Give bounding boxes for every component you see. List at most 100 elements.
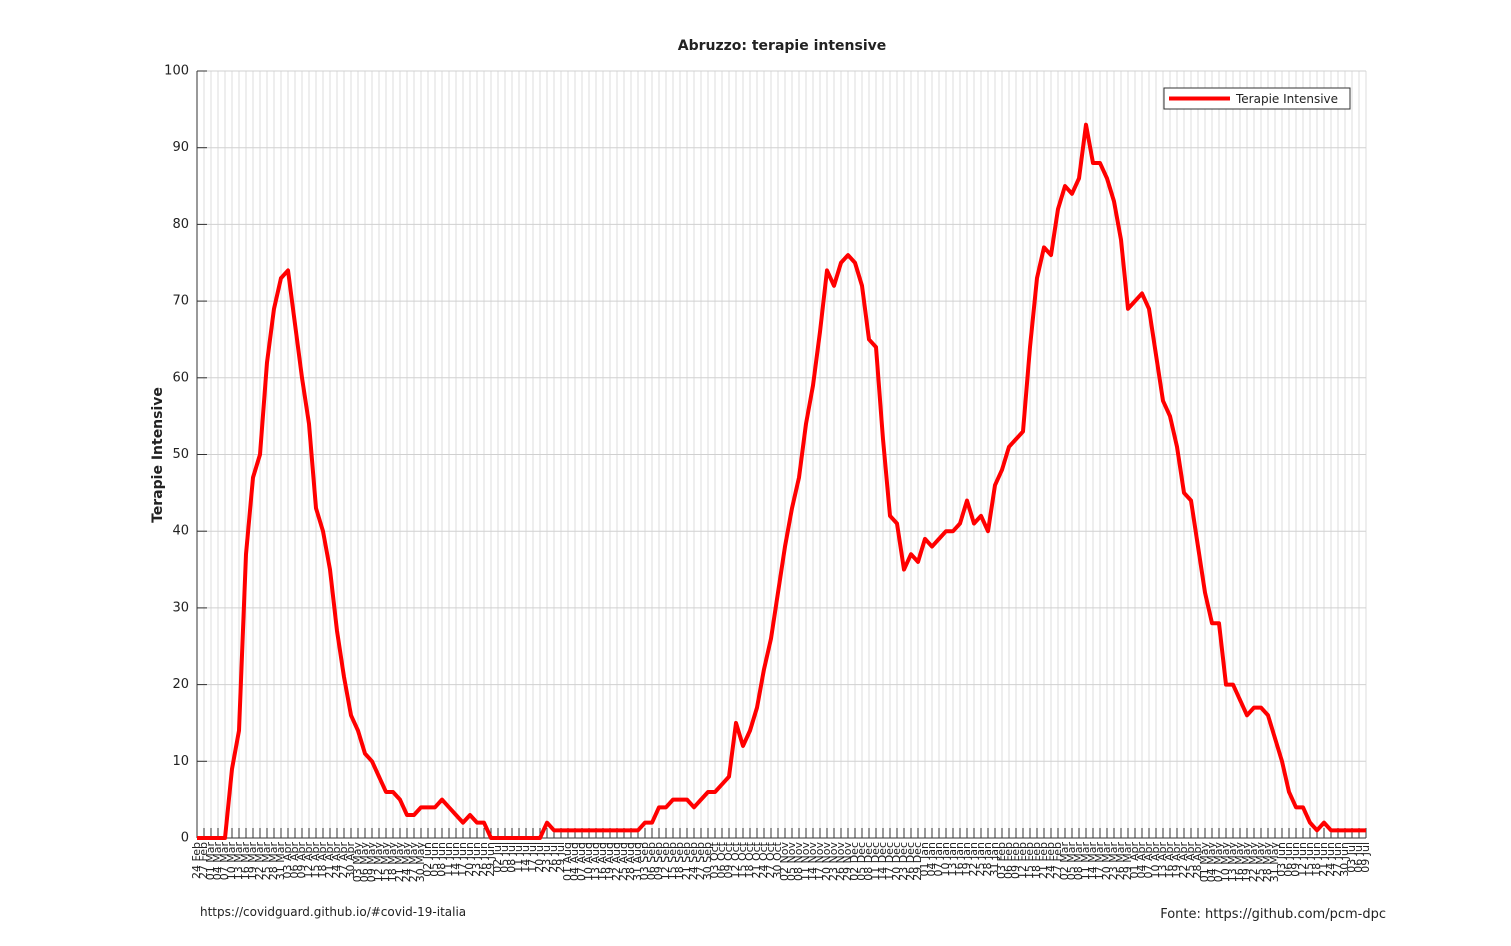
y-tick-label: 90: [172, 140, 189, 155]
x-tick-label: 07 May: [1212, 842, 1225, 883]
x-tick-label: 04 Aug: [568, 842, 581, 881]
x-tick-label: 21 Jun: [1317, 842, 1330, 877]
x-tick-label: 15 Oct: [736, 841, 749, 878]
y-tick-label: 10: [172, 754, 189, 769]
x-tick-label: 19 May: [1240, 842, 1253, 883]
x-tick-label: 03 Jul: [1345, 842, 1358, 873]
x-tick-label: 09 Jul: [1359, 842, 1372, 873]
x-tick-label: 28 Mar: [267, 842, 280, 881]
x-tick-label: 18 May: [386, 842, 399, 883]
x-tick-label: 07 Mar: [218, 842, 231, 881]
x-tick-label: 22 May: [1247, 842, 1260, 883]
x-tick-label: 04 Mar: [211, 842, 224, 881]
x-tick-label: 06 Jun: [1282, 842, 1295, 877]
x-tick-label: 16 Apr: [1163, 842, 1176, 879]
y-tick-label: 40: [172, 524, 189, 539]
x-tick-label: 03 Apr: [281, 842, 294, 879]
x-tick-label: 29 Nov: [841, 842, 854, 881]
x-tick-label: 14 Nov: [806, 842, 819, 881]
x-tick-label: 25 Jan: [974, 842, 987, 876]
x-tick-label: 24 May: [400, 842, 413, 883]
x-tick-label: 21 Apr: [323, 842, 336, 879]
x-tick-label: 24 Sep: [687, 842, 700, 880]
x-tick-label: 11 Nov: [799, 842, 812, 881]
grid: [196, 70, 1367, 839]
x-tick-label: 10 May: [1219, 842, 1232, 883]
x-tick-label: 27 Apr: [337, 842, 350, 879]
x-tick-label: 17 Jun: [456, 842, 469, 877]
x-tick-label: 12 Jun: [1296, 842, 1309, 877]
x-tick-label: 27 Jun: [1331, 842, 1344, 877]
y-tick-label: 100: [164, 64, 189, 79]
x-tick-label: 26 Mar: [1114, 842, 1127, 881]
x-tick-label: 18 Jun: [1310, 842, 1323, 877]
x-tick-label: 25 Apr: [1184, 842, 1197, 879]
x-tick-label: 20 Dec: [890, 842, 903, 881]
x-tick-label: 03 Sep: [638, 842, 651, 880]
x-tick-label: 02 Nov: [778, 842, 791, 881]
x-tick-label: 24 Jun: [1324, 842, 1337, 877]
x-tick-label: 25 May: [1254, 842, 1267, 883]
x-tick-label: 09 May: [365, 842, 378, 883]
x-tick-label: 01 Aug: [561, 842, 574, 881]
x-tick-label: 08 Nov: [792, 842, 805, 881]
x-tick-label: 20 Mar: [1100, 842, 1113, 881]
x-tick-label: 18 Apr: [316, 842, 329, 879]
x-tick-label: 23 Mar: [1107, 842, 1120, 881]
x-tick-label: 22 Mar: [253, 842, 266, 881]
x-tick-label: 21 Feb: [1037, 842, 1050, 879]
x-tick-label: 15 May: [379, 842, 392, 883]
legend-label: Terapie Intensive: [1235, 92, 1338, 106]
x-tick-label: 24 Oct: [757, 841, 770, 878]
x-tick-label: 09 Apr: [295, 842, 308, 879]
x-tick-label: 23 Dec: [897, 842, 910, 881]
x-tick-label: 12 Oct: [729, 841, 742, 878]
x-tick-label: 23 Nov: [827, 842, 840, 881]
x-tick-label: 11 Dec: [869, 842, 882, 881]
x-tick-label: 03 Oct: [708, 841, 721, 878]
x-tick-label: 22 Aug: [610, 842, 623, 881]
x-tick-label: 25 Mar: [260, 842, 273, 881]
x-tick-label: 05 Jul: [498, 842, 511, 873]
x-tick-label: 06 Jul: [1352, 842, 1365, 873]
x-tick-label: 04 Jan: [925, 842, 938, 876]
x-tick-label: 12 May: [372, 842, 385, 883]
x-tick-label: 17 Mar: [1093, 842, 1106, 881]
x-tick-label: 18 Oct: [743, 841, 756, 878]
x-tick-label: 28 Apr: [1191, 842, 1204, 879]
x-tick-label: 28 Jan: [981, 842, 994, 876]
x-tick-label: 10 Jan: [939, 842, 952, 876]
x-tick-label: 30 May: [414, 842, 427, 883]
y-tick-label: 60: [172, 370, 189, 385]
x-tick-label: 04 Apr: [1135, 842, 1148, 879]
x-tick-label: 29 Jun: [484, 842, 497, 877]
y-axis-label: Terapie Intensive: [150, 387, 166, 523]
x-tick-label: 05 Mar: [1065, 842, 1078, 881]
x-tick-label: 18 Sep: [673, 842, 686, 880]
x-tick-label: 07 Jan: [932, 842, 945, 876]
x-tick-label: 19 Aug: [603, 842, 616, 881]
x-tick-label: 31 Mar: [274, 842, 287, 881]
x-tick-label: 24 Feb: [1044, 842, 1057, 879]
x-tick-label: 07 Apr: [1142, 842, 1155, 879]
x-tick-label: 10 Mar: [225, 842, 238, 881]
x-tick-label: 27 Sep: [694, 842, 707, 880]
y-tick-label: 20: [172, 677, 189, 692]
x-tick-label: 13 Jan: [946, 842, 959, 876]
legend-box: [1163, 87, 1351, 110]
y-tick-label: 50: [172, 447, 189, 462]
x-tick-label: 09 Feb: [1009, 842, 1022, 879]
x-tick-label: 11 Jul: [512, 842, 525, 873]
x-tick-label: 16 May: [1233, 842, 1246, 883]
x-tick-label: 14 Dec: [876, 842, 889, 881]
x-tick-label: 09 Jun: [1289, 842, 1302, 877]
x-tick-label: 29 Dec: [911, 842, 924, 881]
x-tick-label: 02 Jun: [421, 842, 434, 877]
x-tick-label: 20 Jun: [463, 842, 476, 877]
x-tick-label: 15 Sep: [666, 842, 679, 880]
x-tick-label: 16 Jan: [953, 842, 966, 876]
x-tick-label: 22 Jan: [967, 842, 980, 876]
x-tick-label: 14 Jul: [519, 842, 532, 873]
x-tick-label: 12 Feb: [1016, 842, 1029, 879]
x-tick-label: 24 Feb: [190, 842, 203, 879]
